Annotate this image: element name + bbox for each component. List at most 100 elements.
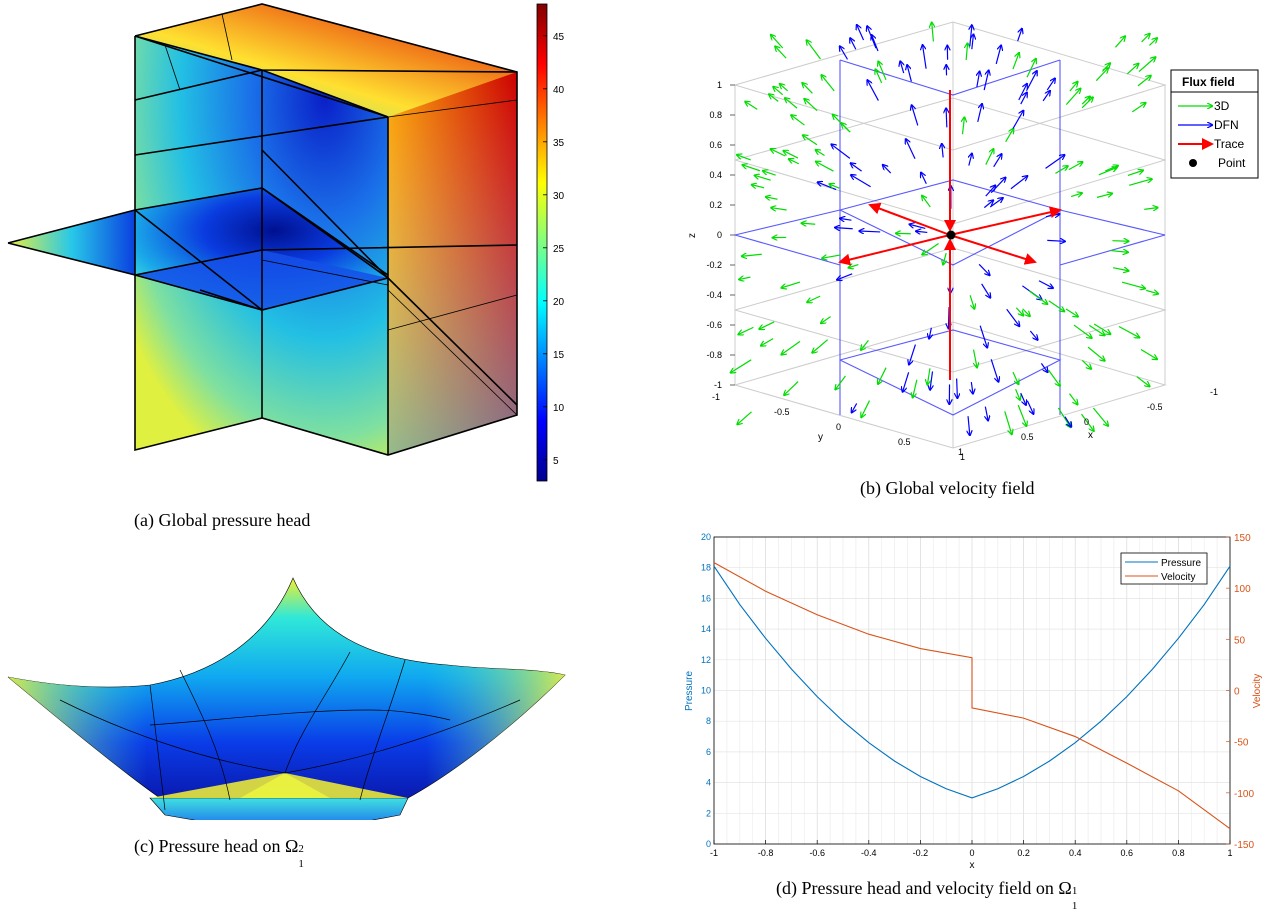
flux-3d-arrow bbox=[1057, 407, 1070, 427]
flux-3d-arrow bbox=[1081, 97, 1089, 105]
dfn-arrow bbox=[832, 145, 851, 159]
dfn-arrow bbox=[903, 372, 910, 391]
flux-3d-arrow bbox=[1017, 404, 1026, 426]
colorbar-tick-label: 15 bbox=[553, 350, 565, 361]
y-right-label: Velocity bbox=[1252, 674, 1263, 708]
flux-3d-arrow bbox=[807, 295, 821, 302]
flux-3d-arrow bbox=[1087, 346, 1104, 360]
dfn-arrow bbox=[957, 378, 958, 397]
flux-3d-arrow bbox=[842, 123, 851, 133]
colorbar-tick-label: 45 bbox=[553, 32, 565, 43]
dfn-arrow bbox=[1017, 29, 1022, 42]
dfn-arrow bbox=[1047, 240, 1064, 241]
svg-text:Flux field: Flux field bbox=[1182, 75, 1235, 89]
flux-3d-arrow bbox=[821, 316, 831, 323]
x-tick-label: 0.6 bbox=[1121, 848, 1134, 858]
dfn-arrow bbox=[985, 186, 995, 197]
flux-3d-arrow bbox=[763, 171, 776, 176]
flux-3d-arrow bbox=[985, 149, 994, 165]
flux-3d-arrow bbox=[1080, 413, 1093, 431]
y-tick-label: 0.5 bbox=[898, 437, 911, 447]
caption-c-sup: 2 bbox=[298, 843, 304, 855]
y-right-tick-label: 50 bbox=[1234, 635, 1246, 646]
dfn-arrow bbox=[1018, 84, 1027, 101]
z-tick-label: 1 bbox=[717, 80, 722, 90]
dfn-arrow bbox=[948, 307, 949, 328]
y-tick-label: 1 bbox=[960, 452, 965, 462]
dfn-arrow bbox=[1045, 214, 1059, 217]
x-tick-label: -1 bbox=[1210, 387, 1218, 397]
flux-3d-arrow bbox=[822, 254, 841, 258]
z-tick-label: -0.2 bbox=[706, 260, 722, 270]
flux-3d-arrow bbox=[739, 277, 751, 279]
y-right-tick-label: -150 bbox=[1234, 840, 1254, 851]
flux-3d-arrow bbox=[1129, 179, 1151, 186]
legend-b: Flux field 3D DFN Trace Point bbox=[1170, 69, 1259, 179]
flux-3d-arrow bbox=[745, 102, 758, 110]
flux-3d-arrow bbox=[1069, 82, 1077, 92]
dfn-arrow bbox=[983, 200, 993, 209]
flux-3d-arrow bbox=[878, 62, 887, 81]
dfn-arrow bbox=[906, 139, 916, 159]
series-velocity bbox=[713, 562, 1231, 830]
dfn-arrow bbox=[883, 165, 892, 174]
x-tick-label: 1 bbox=[958, 447, 963, 457]
caption-d-sub: 1 bbox=[1071, 900, 1078, 912]
colorbar-tick-label: 10 bbox=[553, 403, 565, 414]
flux-3d-arrow bbox=[1095, 68, 1108, 82]
flux-3d-arrow bbox=[1112, 268, 1128, 271]
z-tick-label: 0 bbox=[717, 230, 722, 240]
x-tick-label: -0.6 bbox=[809, 848, 825, 858]
flux-3d-arrow bbox=[1098, 168, 1117, 176]
dfn-arrow bbox=[867, 26, 877, 49]
dfn-arrow bbox=[1046, 79, 1055, 91]
flux-3d-arrow bbox=[922, 243, 939, 255]
flux-3d-arrow bbox=[761, 338, 774, 346]
series-pressure bbox=[713, 565, 1231, 799]
dfn-arrow bbox=[969, 154, 972, 166]
dfn-arrow bbox=[916, 231, 928, 232]
y-left-tick-label: 10 bbox=[701, 686, 711, 696]
dfn-arrow bbox=[970, 25, 972, 47]
flux-3d-arrow bbox=[771, 208, 787, 210]
svg-text:Point: Point bbox=[1218, 156, 1246, 170]
caption-c-sub: 1 bbox=[298, 858, 304, 870]
svg-text:Trace: Trace bbox=[1214, 137, 1245, 151]
flux-3d-arrow bbox=[1015, 388, 1020, 399]
flux-3d-arrow bbox=[1138, 57, 1155, 72]
flux-3d-arrow bbox=[1004, 411, 1012, 434]
colorbar-tick-label: 40 bbox=[553, 85, 565, 96]
y-left-label: Pressure bbox=[684, 671, 695, 711]
dfn-arrow bbox=[840, 219, 852, 221]
flux-3d-arrow bbox=[737, 155, 751, 161]
colorbar-tick-label: 30 bbox=[553, 191, 565, 202]
y-axis-ticks: -1 -0.5 0 0.5 1 bbox=[712, 392, 965, 462]
svg-text:Velocity: Velocity bbox=[1161, 572, 1195, 583]
z-tick-label: -0.4 bbox=[706, 290, 722, 300]
flux-3d-arrow bbox=[1022, 308, 1030, 316]
flux-3d-arrow bbox=[1015, 307, 1023, 316]
caption-d: (d) Pressure head and velocity field on … bbox=[776, 878, 1081, 912]
caption-d-sup: 1 bbox=[1071, 885, 1078, 897]
dfn-arrow bbox=[930, 371, 932, 389]
flux-3d-arrow bbox=[1073, 324, 1092, 338]
dfn-arrow bbox=[993, 154, 1002, 168]
x-tick-label: 0.4 bbox=[1069, 848, 1082, 858]
y-tick-label: 0 bbox=[836, 422, 841, 432]
flux-3d-arrow bbox=[1081, 97, 1093, 109]
x-tick-label: -0.2 bbox=[913, 848, 929, 858]
dfn-arrow bbox=[977, 104, 982, 122]
velocity-arrows bbox=[731, 23, 1158, 435]
colorbar-tick-label: 35 bbox=[553, 138, 565, 149]
flux-3d-arrow bbox=[760, 321, 775, 329]
flux-3d-arrow bbox=[742, 254, 762, 256]
y-left-tick-label: 14 bbox=[701, 624, 711, 634]
point-marker bbox=[946, 230, 956, 240]
flux-3d-arrow bbox=[737, 411, 752, 424]
z-tick-label: -1 bbox=[714, 380, 722, 390]
flux-3d-arrow bbox=[1048, 300, 1064, 311]
flux-3d-arrow bbox=[1110, 251, 1127, 253]
flux-3d-arrow bbox=[861, 400, 871, 417]
flux-3d-arrow bbox=[1149, 38, 1156, 46]
flux-3d-arrow bbox=[816, 150, 825, 157]
